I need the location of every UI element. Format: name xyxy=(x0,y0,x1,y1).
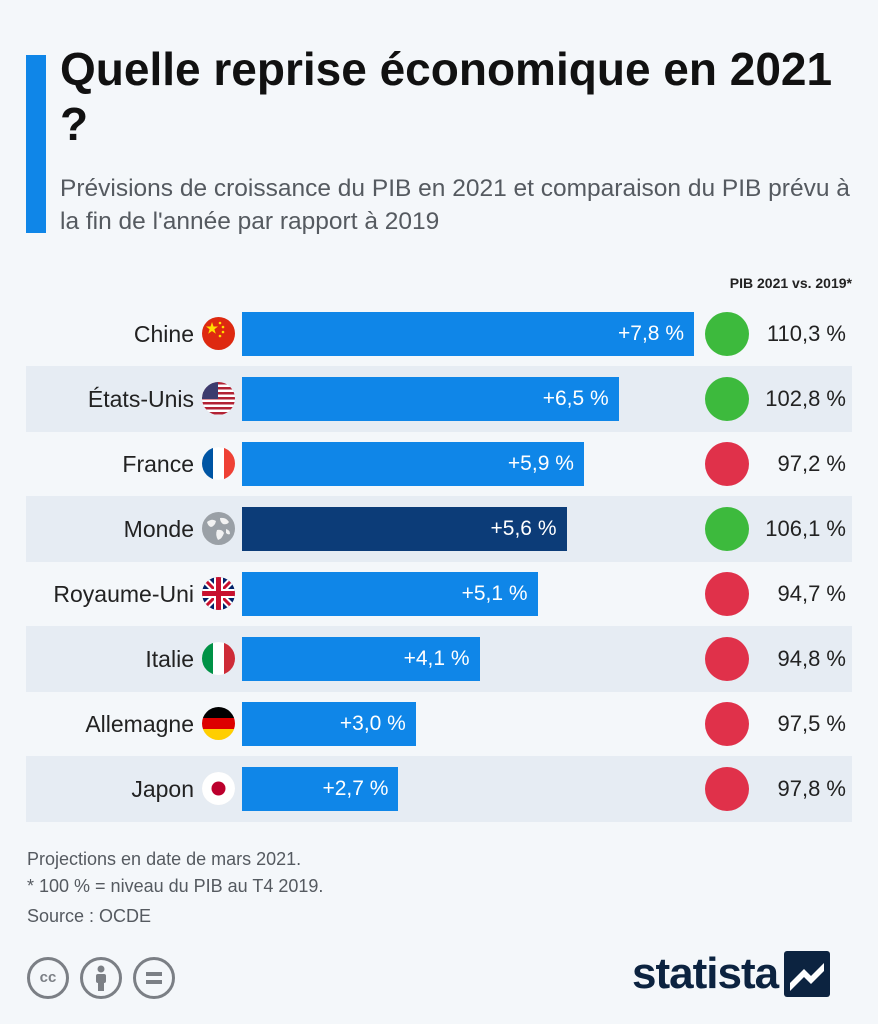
row-monde: Monde +5,6 % 106,1 % xyxy=(26,496,852,562)
statista-wordmark: statista xyxy=(632,949,779,998)
status-dot xyxy=(705,767,749,811)
bar-value-label: +5,9 % xyxy=(507,452,574,475)
bar-value-label: +4,1 % xyxy=(403,647,470,670)
statista-mark-icon xyxy=(784,951,831,997)
by-icon xyxy=(80,957,122,999)
row-italie: Italie +4,1 % 94,8 % xyxy=(26,626,852,692)
bar-value-label: +6,5 % xyxy=(542,387,609,410)
row-japon: Japon +2,7 % 97,8 % xyxy=(26,756,852,822)
category-label: Italie xyxy=(145,646,194,672)
bar: +6,5 % xyxy=(242,377,619,421)
chart-title: Quelle reprise économique en 2021 ? xyxy=(60,43,833,150)
status-dot xyxy=(705,637,749,681)
pib-value: 106,1 % xyxy=(765,516,846,541)
row-chine: Chine +7,8 % 110,3 % xyxy=(26,301,852,367)
statista-logo: statista xyxy=(632,946,831,1002)
row-france: France +5,9 % 97,2 % xyxy=(26,431,852,497)
footnotes: Projections en date de mars 2021. * 100 … xyxy=(27,846,323,930)
pib-value: 102,8 % xyxy=(765,386,846,411)
uk-flag-icon xyxy=(202,577,235,610)
category-label: États-Unis xyxy=(87,386,194,412)
category-label: France xyxy=(122,451,194,477)
usa-flag-icon xyxy=(202,382,235,415)
cc-icon: cc xyxy=(27,957,69,999)
bar-value-label: +2,7 % xyxy=(322,777,389,800)
row-royaume-uni: Royaume-Uni +5,1 % 94,7 % xyxy=(26,561,852,627)
globe-icon xyxy=(202,512,235,545)
row-etats-unis: États-Unis +6,5 % 102,8 % xyxy=(26,366,852,432)
bar: +5,6 % xyxy=(242,507,567,551)
baseline-note: * 100 % = niveau du PIB au T4 2019. xyxy=(27,876,324,896)
category-label: Monde xyxy=(123,516,194,542)
bar: +4,1 % xyxy=(242,637,480,681)
category-label: Royaume-Uni xyxy=(53,581,194,607)
france-flag-icon xyxy=(202,447,235,480)
pib-value: 97,8 % xyxy=(777,776,847,801)
bar: +5,1 % xyxy=(242,572,538,616)
category-label: Allemagne xyxy=(85,711,194,737)
category-label: Chine xyxy=(133,321,194,347)
pib-value: 97,2 % xyxy=(777,451,847,476)
status-dot xyxy=(705,507,749,551)
projection-note: Projections en date de mars 2021. xyxy=(27,849,302,869)
source-note: Source : OCDE xyxy=(27,906,152,926)
row-allemagne: Allemagne +3,0 % 97,5 % xyxy=(26,691,852,757)
bar: +5,9 % xyxy=(242,442,584,486)
japan-flag-icon xyxy=(202,772,235,805)
pib-value: 97,5 % xyxy=(777,711,847,736)
china-flag-icon xyxy=(202,317,235,350)
bar: +3,0 % xyxy=(242,702,416,746)
pib-value: 110,3 % xyxy=(766,321,846,346)
bar-value-label: +7,8 % xyxy=(618,322,684,345)
bar-value-label: +5,1 % xyxy=(461,582,528,605)
pib-column-header: PIB 2021 vs. 2019* xyxy=(729,275,852,291)
status-dot xyxy=(705,442,749,486)
status-dot xyxy=(705,572,749,616)
title-accent-bar xyxy=(26,55,46,233)
italy-flag-icon xyxy=(202,642,235,675)
bar-value-label: +3,0 % xyxy=(339,712,406,735)
germany-flag-icon xyxy=(202,707,235,740)
status-dot xyxy=(705,702,749,746)
pib-value: 94,7 % xyxy=(777,581,847,606)
pib-value: 94,8 % xyxy=(777,646,847,671)
bar: +7,8 % xyxy=(242,312,694,356)
bar: +2,7 % xyxy=(242,767,399,811)
status-dot xyxy=(705,312,749,356)
nd-icon xyxy=(133,957,175,999)
status-dot xyxy=(705,377,749,421)
chart-subtitle: Prévisions de croissance du PIB en 2021 … xyxy=(60,175,850,235)
category-label: Japon xyxy=(131,776,194,802)
bar-value-label: +5,6 % xyxy=(490,517,557,540)
